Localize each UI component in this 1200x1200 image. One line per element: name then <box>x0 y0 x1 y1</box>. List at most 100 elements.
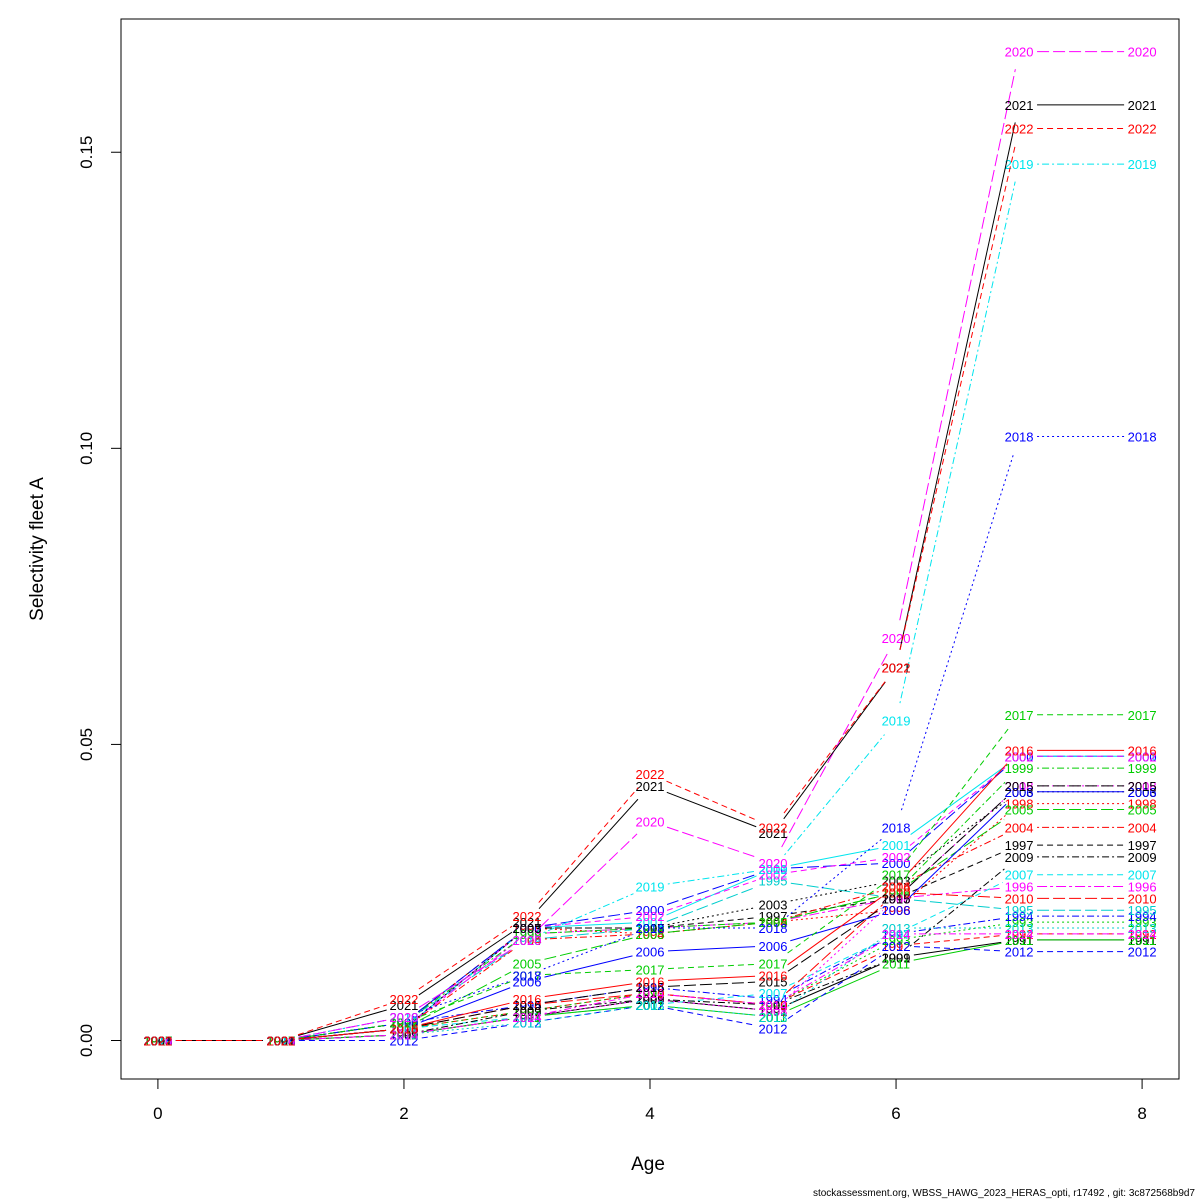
series-line-segment <box>781 653 888 848</box>
series-line-segment <box>421 1002 510 1025</box>
y-tick-label: 0.00 <box>77 1024 96 1057</box>
point-label: 1998 <box>389 1016 418 1031</box>
point-label: 1996 <box>513 927 542 942</box>
series-line-segment <box>907 763 1008 874</box>
point-label: 1999 <box>513 927 542 942</box>
point-label: 1991 <box>143 1034 172 1049</box>
series-2001: 2001 2001 2001 2001 2001 2001 2001 2001 2001 <box>143 749 1156 1048</box>
point-label: 1996 <box>1128 880 1157 895</box>
point-label: 2007 <box>759 986 788 1001</box>
point-label: 2018 <box>1005 429 1034 444</box>
series-line-segment <box>909 767 1006 846</box>
series-2020: 2020 2020 2020 2020 2020 2020 2020 2020 2020 <box>143 45 1156 1049</box>
point-label: 2014 <box>636 986 665 1001</box>
series-line-segment <box>914 892 1002 899</box>
point-label: 1991 <box>882 951 911 966</box>
point-label: 2004 <box>759 915 788 930</box>
point-label: 1992 <box>636 986 665 1001</box>
point-label: 2004 <box>1128 820 1157 835</box>
point-label: 2018 <box>636 921 665 936</box>
point-label: 2008 <box>266 1034 295 1049</box>
point-label: 1994 <box>513 998 542 1013</box>
point-label: 2017 <box>882 868 911 883</box>
series-line-segment <box>784 734 885 856</box>
series-line-segment <box>788 942 881 997</box>
point-label: 1993 <box>389 1022 418 1037</box>
point-label: 2003 <box>143 1034 172 1049</box>
point-label: 1995 <box>143 1034 172 1049</box>
series-line-segment <box>908 803 1007 899</box>
point-label: 2014 <box>759 998 788 1013</box>
series-2006: 2006 2006 2006 2006 2006 2006 2006 2006 2006 <box>143 785 1156 1049</box>
point-label: 2000 <box>1005 749 1034 764</box>
point-label: 2021 <box>636 779 665 794</box>
point-label: 2021 <box>513 915 542 930</box>
point-label: 2008 <box>513 1010 542 1025</box>
point-label: 2003 <box>882 874 911 889</box>
point-label: 2015 <box>143 1034 172 1049</box>
series-line-segment <box>420 987 511 1023</box>
point-label: 2002 <box>636 909 665 924</box>
point-label: 2011 <box>759 1010 787 1025</box>
point-label: 1992 <box>143 1034 172 1049</box>
series-line-segment <box>790 859 879 873</box>
series-line-segment <box>544 934 633 940</box>
series-line-segment <box>899 122 1016 650</box>
point-label: 2014 <box>389 1028 418 1043</box>
x-tick-label: 6 <box>891 1104 900 1123</box>
point-label: 1994 <box>1128 909 1157 924</box>
point-label: 1991 <box>389 1028 418 1043</box>
point-label: 1993 <box>143 1034 172 1049</box>
point-label: 1993 <box>882 933 911 948</box>
y-tick-label: 0.15 <box>77 136 96 169</box>
point-label: 2005 <box>1128 803 1157 818</box>
point-label: 2012 <box>636 998 665 1013</box>
point-label: 2008 <box>143 1034 172 1049</box>
point-label: 2022 <box>1005 122 1034 137</box>
x-tick-label: 4 <box>645 1104 654 1123</box>
point-label: 2007 <box>1128 868 1157 883</box>
series-line-segment <box>420 981 511 1017</box>
series-line-segment <box>544 917 633 927</box>
point-label: 2010 <box>143 1034 172 1049</box>
point-label: 2005 <box>882 885 911 900</box>
series-line-segment <box>544 1001 633 1015</box>
point-label: 2006 <box>1128 785 1157 800</box>
point-label: 2005 <box>513 957 542 972</box>
series-line-segment <box>912 882 1004 927</box>
series-line-segment <box>912 851 1003 892</box>
point-label: 2014 <box>1128 927 1157 942</box>
point-label: 2021 <box>266 1034 295 1049</box>
point-label: 2014 <box>143 1034 172 1049</box>
point-label: 2002 <box>513 921 542 936</box>
point-label: 2018 <box>143 1034 172 1049</box>
point-label: 2008 <box>759 1004 788 1019</box>
series-line-segment <box>667 1006 756 1016</box>
series-1995: 1995 1995 1995 1995 1995 1995 1995 1995 1995 <box>143 874 1156 1049</box>
series-line-segment <box>789 963 880 999</box>
point-label: 2000 <box>389 1016 418 1031</box>
series-line-segment <box>666 874 757 905</box>
point-label: 2020 <box>389 1010 418 1025</box>
point-label: 1994 <box>143 1034 172 1049</box>
series-2013: 2013 2013 2013 2013 2013 2013 2013 2013 2013 <box>143 921 1156 1049</box>
point-label: 2013 <box>1005 921 1034 936</box>
series-line-segment <box>908 797 1007 887</box>
series-line-segment <box>667 922 756 928</box>
series-line-segment <box>788 947 881 997</box>
series-line-segment <box>544 969 633 976</box>
point-label: 2019 <box>882 714 911 729</box>
point-label: 2019 <box>759 862 788 877</box>
point-label: 2016 <box>882 880 911 895</box>
point-label: 1996 <box>636 921 665 936</box>
point-label: 2004 <box>143 1034 172 1049</box>
series-line-segment <box>787 908 882 972</box>
point-label: 2009 <box>513 1004 542 1019</box>
series-line-segment <box>667 975 756 981</box>
series-line-segment <box>666 879 757 911</box>
point-label: 2021 <box>1005 98 1034 113</box>
series-line-segment <box>666 780 757 821</box>
series-line-segment <box>421 1024 510 1039</box>
point-label: 2017 <box>636 962 665 977</box>
